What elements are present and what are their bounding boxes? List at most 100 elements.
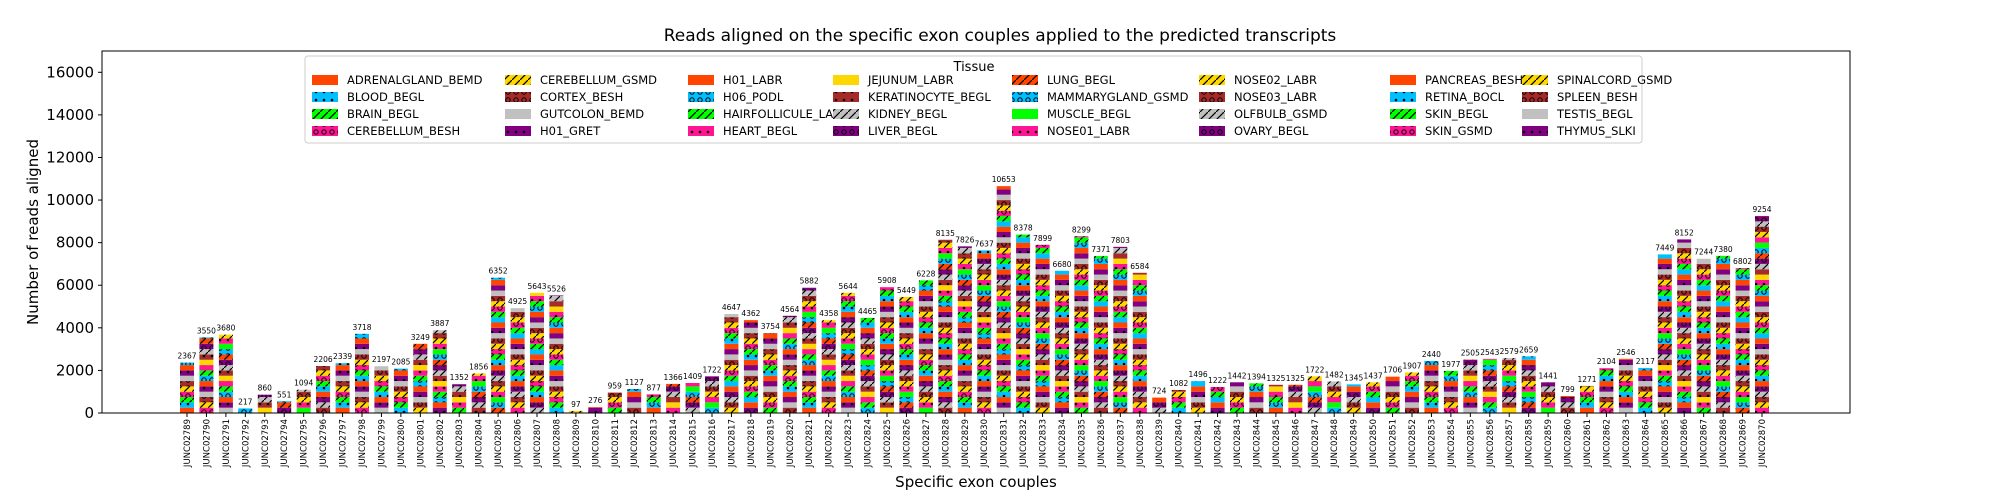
bar-segment: [393, 368, 408, 371]
bar-total-label: 5526: [547, 284, 566, 293]
bar-segment: [1599, 381, 1614, 387]
bar-segment: [1249, 383, 1264, 387]
bar-segment: [296, 391, 311, 398]
bar-stack: [1580, 385, 1594, 413]
bar-total-label: 1496: [1189, 370, 1208, 379]
bar-segment: [782, 407, 797, 413]
bar-segment: [666, 397, 681, 403]
bar-segment: [1327, 397, 1342, 403]
bar-segment: [1424, 365, 1439, 371]
bar-segment: [199, 391, 214, 398]
bar-segment: [938, 258, 953, 264]
bar-segment: [782, 381, 797, 387]
legend-item: NOSE01_LABR: [1012, 124, 1130, 138]
bar-segment: [1677, 365, 1692, 371]
bar-stack: [1696, 258, 1711, 413]
bar-segment: [1074, 237, 1089, 243]
bar-segment: [374, 375, 389, 382]
bar-segment: [471, 381, 486, 387]
bar-segment: [491, 370, 506, 376]
legend-label: LUNG_BEGL: [1047, 73, 1116, 87]
bar-segment: [1405, 372, 1419, 376]
legend-item: BLOOD_BEGL: [312, 90, 425, 104]
x-tick-label: JUNC02796: [319, 419, 329, 468]
bar-segment: [432, 349, 447, 355]
bar-segment: [218, 354, 233, 360]
bar-total-label: 1977: [1441, 360, 1460, 369]
bar-segment: [957, 311, 972, 318]
bar-segment: [316, 375, 331, 382]
bar-stack: [1132, 272, 1147, 413]
bar-segment: [1113, 263, 1128, 270]
bar-segment: [996, 189, 1011, 195]
bar-segment: [491, 375, 506, 382]
bar-segment: [1443, 391, 1458, 398]
bar-segment: [899, 391, 914, 398]
x-tick-label: JUNC02863: [1622, 419, 1632, 468]
bar-segment: [802, 290, 817, 296]
bar-segment: [627, 407, 642, 413]
bar-total-label: 7380: [1714, 245, 1733, 254]
bar-segment: [1638, 370, 1653, 376]
bar-segment: [1482, 381, 1497, 387]
bar-segment: [1618, 370, 1633, 376]
bar-segment: [1755, 391, 1769, 398]
bar-segment: [1521, 359, 1536, 366]
bar-segment: [996, 365, 1011, 371]
bar-segment: [510, 359, 525, 366]
x-tick-label: JUNC02830: [980, 419, 990, 468]
bar-segment: [1696, 397, 1711, 403]
x-tick-label: JUNC02866: [1680, 419, 1690, 468]
bar-segment: [1541, 397, 1556, 403]
x-tick-label: JUNC02859: [1544, 419, 1554, 468]
bar-segment: [724, 349, 739, 355]
bar-stack: [1755, 215, 1769, 413]
bar-stack: [1443, 370, 1458, 413]
bar-total-label: 1482: [1325, 370, 1344, 379]
bar-segment: [1113, 274, 1128, 280]
legend-frame: [304, 55, 1643, 144]
bar-stack: [588, 407, 603, 413]
bar-segment: [743, 386, 758, 392]
bar-segment: [257, 397, 272, 403]
bar-total-label: 1722: [702, 365, 721, 374]
bar-segment: [1677, 375, 1692, 382]
x-tick-label: JUNC02795: [300, 419, 310, 468]
bar-segment: [471, 391, 486, 398]
bar-segment: [1696, 333, 1711, 339]
legend-swatch: [312, 92, 338, 102]
bar-total-label: 8135: [936, 229, 955, 238]
bar-segment: [763, 386, 778, 392]
bar-segment: [685, 407, 700, 413]
bar-segment: [1657, 263, 1672, 270]
bar-stack: [296, 389, 311, 413]
bar-segment: [1035, 317, 1050, 323]
bar-segment: [841, 338, 856, 344]
legend-label: H06_PODL: [723, 90, 784, 104]
bar-segment: [1132, 359, 1147, 366]
y-tick-label: 4000: [56, 319, 94, 337]
bar-segment: [1618, 358, 1633, 360]
bar-segment: [996, 386, 1011, 392]
bar-segment: [316, 366, 331, 371]
legend-label: SPLEEN_BESH: [1557, 90, 1638, 104]
bar-segment: [996, 269, 1011, 275]
bar-segment: [335, 375, 350, 382]
bar-segment: [491, 354, 506, 360]
bar-total-label: 799: [1560, 385, 1575, 394]
bar-segment: [1288, 384, 1303, 387]
bar-segment: [1502, 391, 1517, 398]
bar-segment: [471, 407, 486, 413]
bar-segment: [996, 237, 1011, 243]
bar-segment: [1677, 349, 1692, 355]
bar-segment: [880, 349, 894, 355]
bar-segment: [1113, 338, 1128, 344]
bar-segment: [374, 370, 389, 376]
legend-label: SKIN_BEGL: [1425, 107, 1489, 121]
bar-segment: [1696, 381, 1711, 387]
bar-segment: [1405, 381, 1419, 387]
bar-segment: [1502, 381, 1517, 387]
bar-segment: [880, 381, 894, 387]
bar-segment: [1132, 365, 1147, 371]
bar-segment: [316, 391, 331, 398]
